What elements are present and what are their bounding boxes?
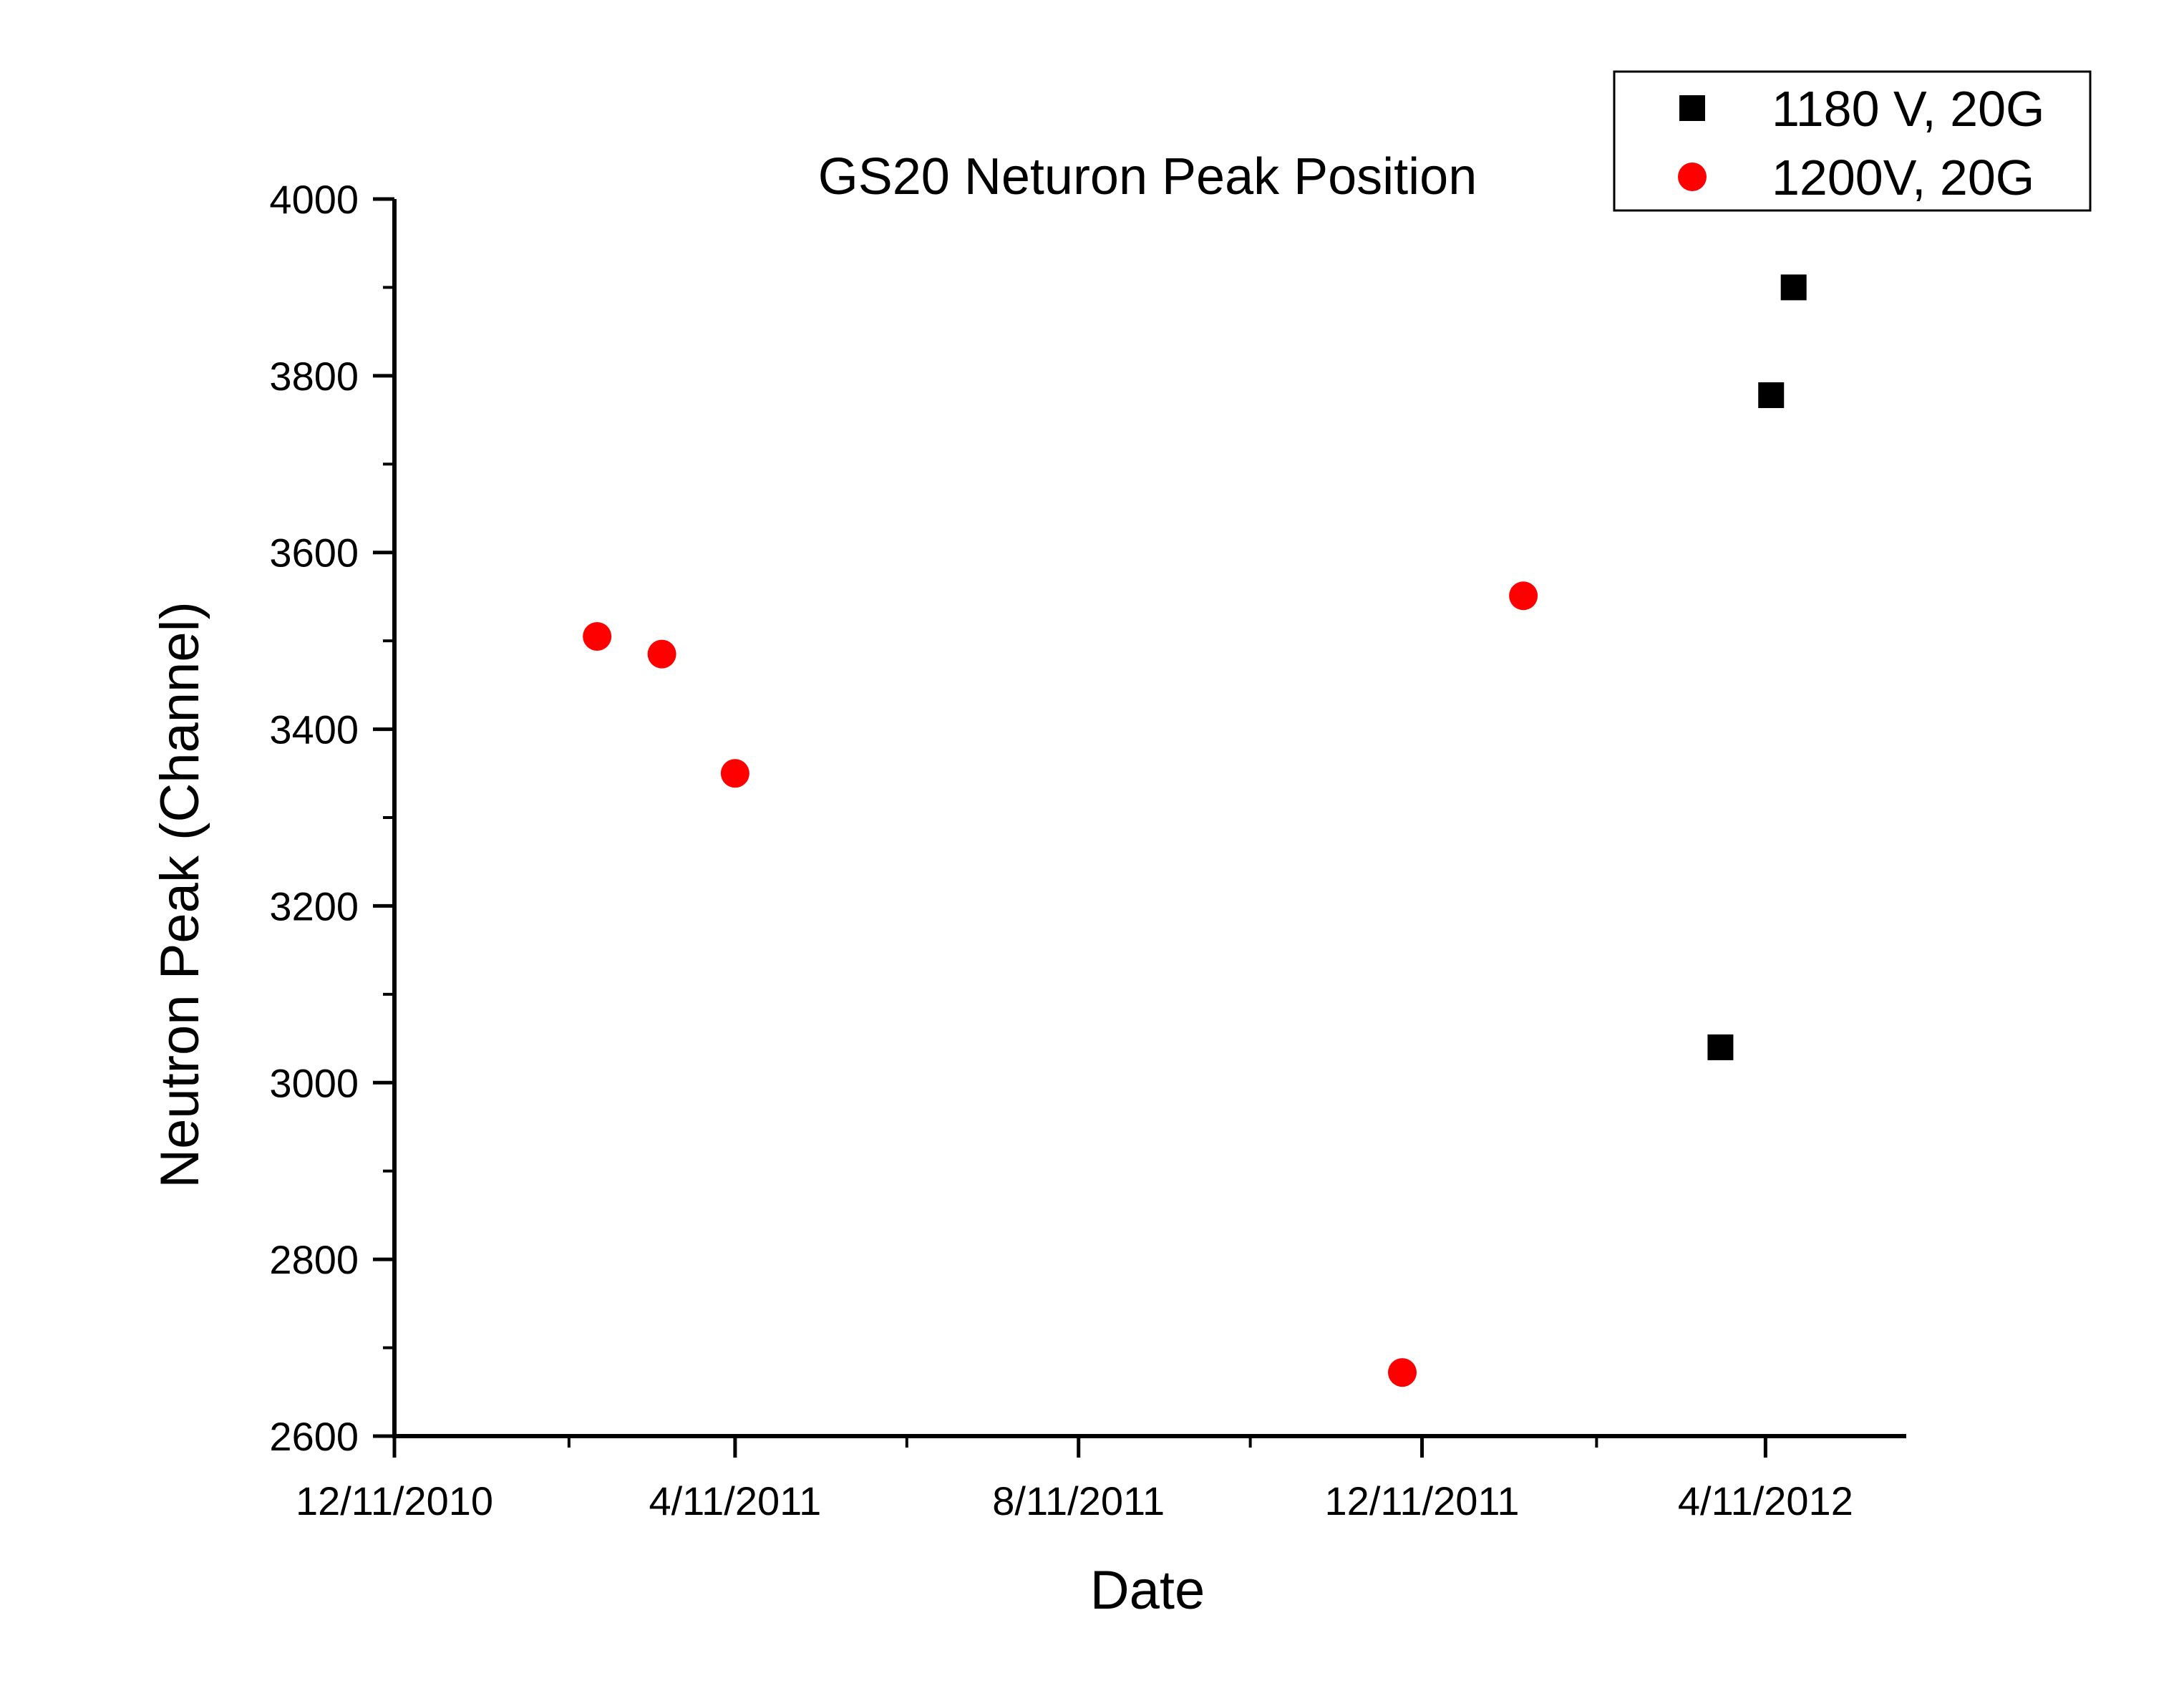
data-point-square [1707,1034,1734,1060]
x-axis-ticks: 12/11/2010 4/11/2011 8/11/2011 12/11/2011 4/… [296,1436,1853,1523]
x-tick-label: 4/11/2012 [1678,1478,1853,1523]
y-tick-label: 3200 [269,883,359,929]
data-point-circle [1509,581,1538,611]
x-tick-label: 4/11/2011 [649,1478,821,1523]
y-tick-label: 3000 [269,1060,359,1105]
axes [392,199,1906,1438]
x-tick-label: 12/11/2010 [296,1478,493,1523]
data-point-square [1780,274,1807,301]
y-tick-label: 3600 [269,530,359,576]
legend-label: 1200V, 20G [1772,150,2034,205]
y-tick-label: 2600 [269,1414,359,1459]
data-point-circle [647,639,676,669]
data-point-circle [583,621,612,651]
y-axis-ticks: 2600 2800 3000 3200 3400 3600 3800 4000 [269,177,394,1459]
data-point-square [1758,382,1785,409]
y-tick-label: 3800 [269,354,359,399]
data-point-circle [1388,1358,1417,1387]
x-axis-title: Date [1090,1560,1205,1621]
legend-square-icon [1679,95,1705,121]
data-points [583,274,1807,1387]
y-tick-label: 3400 [269,707,359,752]
y-tick-label: 4000 [269,177,359,222]
chart-title: GS20 Neturon Peak Position [818,148,1477,205]
y-axis-title: Neutron Peak (Channel) [150,601,210,1188]
x-tick-label: 8/11/2011 [992,1478,1165,1523]
legend-label: 1180 V, 20G [1772,81,2044,137]
legend-circle-icon [1678,163,1707,191]
data-point-circle [720,759,749,788]
legend: 1180 V, 20G 1200V, 20G [1613,70,2092,212]
y-tick-label: 2800 [269,1237,359,1282]
x-tick-label: 12/11/2011 [1325,1478,1520,1523]
